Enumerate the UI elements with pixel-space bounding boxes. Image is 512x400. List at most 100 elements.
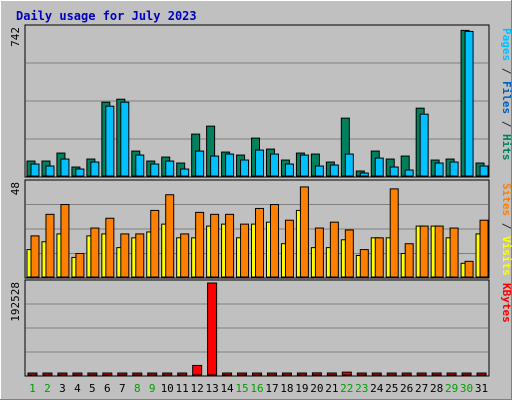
bar-visits-sites-day-6 bbox=[105, 217, 115, 278]
bar-kbytes-kbytes-day-2 bbox=[42, 372, 53, 376]
bar-kbytes-kbytes-day-16 bbox=[252, 372, 263, 376]
y-max-label-hits: 742 bbox=[9, 27, 22, 47]
bar-hits-pages-day-18 bbox=[284, 163, 294, 177]
bar-hits-pages-day-5 bbox=[90, 161, 100, 177]
bar-hits-pages-day-31 bbox=[479, 165, 489, 177]
bar-hits-pages-day-1 bbox=[30, 163, 40, 177]
legend-entry-hits-3: / bbox=[500, 114, 512, 134]
bar-visits-sites-day-12 bbox=[195, 211, 205, 278]
bar-visits-sites-day-28 bbox=[434, 225, 444, 278]
x-tick-label-day-20: 20 bbox=[310, 382, 323, 395]
x-tick-label-day-31: 31 bbox=[475, 382, 488, 395]
bar-hits-pages-day-15 bbox=[240, 159, 250, 177]
bar-kbytes-kbytes-day-26 bbox=[401, 372, 412, 376]
x-tick-label-day-29: 29 bbox=[445, 382, 458, 395]
bar-hits-pages-day-17 bbox=[269, 153, 279, 177]
x-tick-label-day-6: 6 bbox=[104, 382, 111, 395]
bar-hits-pages-day-24 bbox=[374, 157, 384, 177]
bar-kbytes-kbytes-day-25 bbox=[386, 372, 397, 376]
bar-kbytes-kbytes-day-31 bbox=[476, 372, 487, 376]
bar-kbytes-kbytes-day-11 bbox=[177, 372, 188, 376]
legend-entry-hits-1: / bbox=[500, 61, 512, 81]
bar-kbytes-kbytes-day-3 bbox=[57, 372, 68, 376]
x-tick-label-day-18: 18 bbox=[280, 382, 293, 395]
x-tick-label-day-15: 15 bbox=[235, 382, 248, 395]
x-tick-label-day-8: 8 bbox=[134, 382, 141, 395]
x-tick-label-day-7: 7 bbox=[119, 382, 126, 395]
bar-hits-pages-day-14 bbox=[225, 153, 235, 177]
bar-kbytes-kbytes-day-12 bbox=[192, 364, 203, 376]
bar-kbytes-kbytes-day-30 bbox=[461, 372, 472, 376]
bar-visits-sites-day-14 bbox=[225, 213, 235, 278]
bar-visits-sites-day-27 bbox=[419, 225, 429, 278]
bar-visits-sites-day-31 bbox=[479, 219, 489, 278]
bar-kbytes-kbytes-day-1 bbox=[27, 372, 38, 376]
series-legend-hits: Pages / Files / Hits bbox=[500, 28, 512, 161]
x-tick-label-day-16: 16 bbox=[250, 382, 263, 395]
bar-hits-pages-day-19 bbox=[299, 154, 309, 177]
bar-hits-pages-day-20 bbox=[314, 165, 324, 177]
bar-visits-sites-day-25 bbox=[389, 188, 399, 278]
bar-kbytes-kbytes-day-20 bbox=[311, 372, 322, 376]
bar-kbytes-kbytes-day-4 bbox=[72, 372, 83, 376]
x-tick-label-day-19: 19 bbox=[295, 382, 308, 395]
bar-hits-pages-day-21 bbox=[329, 164, 339, 177]
x-tick-label-day-2: 2 bbox=[44, 382, 51, 395]
bar-hits-pages-day-12 bbox=[195, 150, 205, 177]
bar-visits-sites-day-23 bbox=[359, 249, 369, 278]
bar-hits-pages-day-22 bbox=[344, 153, 354, 177]
legend-entry-visits-1: / bbox=[500, 216, 512, 236]
bar-hits-pages-day-2 bbox=[45, 165, 55, 177]
x-tick-label-day-23: 23 bbox=[355, 382, 368, 395]
series-legend-kbytes: KBytes bbox=[500, 283, 512, 323]
bar-visits-sites-day-9 bbox=[150, 209, 160, 278]
bar-visits-sites-day-20 bbox=[314, 227, 324, 278]
bar-visits-sites-day-16 bbox=[255, 207, 265, 278]
bar-hits-pages-day-3 bbox=[60, 158, 70, 177]
bar-kbytes-kbytes-day-22 bbox=[341, 371, 352, 376]
bar-hits-pages-day-6 bbox=[105, 105, 115, 177]
bar-visits-sites-day-5 bbox=[90, 227, 100, 278]
bar-kbytes-kbytes-day-8 bbox=[132, 372, 143, 376]
bar-kbytes-kbytes-day-19 bbox=[296, 372, 307, 376]
bar-visits-sites-day-26 bbox=[404, 243, 414, 278]
bar-visits-sites-day-10 bbox=[165, 194, 175, 278]
bar-visits-sites-day-19 bbox=[299, 186, 309, 278]
bar-hits-pages-day-16 bbox=[255, 149, 265, 177]
bar-kbytes-kbytes-day-14 bbox=[222, 372, 233, 376]
bar-visits-sites-day-13 bbox=[210, 213, 220, 278]
x-tick-label-day-4: 4 bbox=[74, 382, 81, 395]
x-tick-label-day-14: 14 bbox=[220, 382, 234, 395]
x-tick-label-day-25: 25 bbox=[385, 382, 398, 395]
bar-kbytes-kbytes-day-15 bbox=[237, 372, 248, 376]
bar-hits-pages-day-23 bbox=[359, 172, 369, 177]
x-tick-label-day-26: 26 bbox=[400, 382, 413, 395]
bar-hits-pages-day-11 bbox=[180, 168, 190, 177]
bar-visits-sites-day-1 bbox=[30, 235, 40, 278]
bar-hits-pages-day-7 bbox=[120, 101, 130, 177]
bar-kbytes-kbytes-day-29 bbox=[446, 372, 457, 376]
bar-kbytes-kbytes-day-9 bbox=[147, 372, 158, 376]
bar-visits-sites-day-17 bbox=[269, 204, 279, 278]
bar-visits-sites-day-4 bbox=[75, 253, 85, 278]
legend-entry-hits-4: Hits bbox=[500, 134, 512, 161]
bar-visits-sites-day-2 bbox=[45, 213, 55, 278]
x-tick-label-day-22: 22 bbox=[340, 382, 353, 395]
bar-visits-sites-day-11 bbox=[180, 233, 190, 278]
bar-visits-sites-day-22 bbox=[344, 229, 354, 278]
y-max-label-visits: 48 bbox=[9, 182, 22, 195]
bar-kbytes-kbytes-day-13 bbox=[207, 282, 218, 376]
bar-kbytes-kbytes-day-6 bbox=[102, 372, 113, 376]
x-tick-label-day-12: 12 bbox=[191, 382, 204, 395]
x-tick-label-day-28: 28 bbox=[430, 382, 443, 395]
series-legend-visits: Sites / Visits bbox=[500, 183, 512, 276]
bar-visits-sites-day-24 bbox=[374, 237, 384, 278]
legend-entry-kbytes-0: KBytes bbox=[500, 283, 512, 323]
bar-visits-sites-day-18 bbox=[284, 219, 294, 278]
bar-visits-sites-day-7 bbox=[120, 233, 130, 278]
bar-hits-pages-day-30 bbox=[464, 30, 474, 177]
x-tick-label-day-24: 24 bbox=[370, 382, 384, 395]
bar-visits-sites-day-15 bbox=[240, 223, 250, 278]
